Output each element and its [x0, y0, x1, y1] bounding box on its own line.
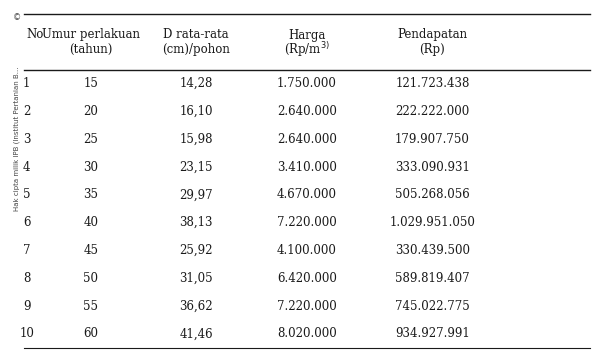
- Text: 25: 25: [84, 133, 98, 146]
- Text: 55: 55: [83, 300, 98, 313]
- Text: 333.090.931: 333.090.931: [395, 161, 470, 174]
- Text: 10: 10: [19, 328, 34, 340]
- Text: 38,13: 38,13: [179, 216, 213, 229]
- Text: 23,15: 23,15: [179, 161, 213, 174]
- Text: Harga: Harga: [288, 29, 326, 43]
- Text: 36,62: 36,62: [179, 300, 213, 313]
- Text: 2.640.000: 2.640.000: [277, 133, 337, 146]
- Text: 29,97: 29,97: [179, 188, 213, 201]
- Text: 1.750.000: 1.750.000: [277, 77, 337, 90]
- Text: Hak cipta milik IPB (Institut Pertanian B...: Hak cipta milik IPB (Institut Pertanian …: [13, 67, 20, 211]
- Text: 330.439.500: 330.439.500: [395, 244, 470, 257]
- Text: 9: 9: [23, 300, 30, 313]
- Text: D rata-rata
(cm)/pohon: D rata-rata (cm)/pohon: [162, 28, 230, 56]
- Text: 3.410.000: 3.410.000: [277, 161, 337, 174]
- Text: 40: 40: [83, 216, 98, 229]
- Text: 121.723.438: 121.723.438: [396, 77, 470, 90]
- Text: Umur perlakuan
(tahun): Umur perlakuan (tahun): [42, 28, 140, 56]
- Text: 60: 60: [83, 328, 98, 340]
- Text: 5: 5: [23, 188, 30, 201]
- Text: 20: 20: [84, 105, 98, 118]
- Text: 589.819.407: 589.819.407: [395, 272, 470, 285]
- Text: 934.927.991: 934.927.991: [395, 328, 470, 340]
- Text: Pendapatan
(Rp): Pendapatan (Rp): [397, 28, 468, 56]
- Text: 8: 8: [23, 272, 30, 285]
- Text: 35: 35: [83, 188, 98, 201]
- Text: 6.420.000: 6.420.000: [277, 272, 337, 285]
- Text: No: No: [26, 28, 44, 41]
- Text: 505.268.056: 505.268.056: [395, 188, 470, 201]
- Text: 4.100.000: 4.100.000: [277, 244, 337, 257]
- Text: 15: 15: [84, 77, 98, 90]
- Text: 2.640.000: 2.640.000: [277, 105, 337, 118]
- Text: 41,46: 41,46: [179, 328, 213, 340]
- Text: 45: 45: [83, 244, 98, 257]
- Text: 2: 2: [23, 105, 30, 118]
- Text: 15,98: 15,98: [179, 133, 213, 146]
- Text: 222.222.000: 222.222.000: [396, 105, 470, 118]
- Text: ©: ©: [13, 13, 21, 23]
- Text: 745.022.775: 745.022.775: [395, 300, 470, 313]
- Text: 25,92: 25,92: [179, 244, 213, 257]
- Text: 4: 4: [23, 161, 30, 174]
- Text: 1.029.951.050: 1.029.951.050: [389, 216, 476, 229]
- Text: 6: 6: [23, 216, 30, 229]
- Text: 7.220.000: 7.220.000: [277, 216, 337, 229]
- Text: 4.670.000: 4.670.000: [277, 188, 337, 201]
- Text: 30: 30: [83, 161, 98, 174]
- Text: 16,10: 16,10: [179, 105, 213, 118]
- Text: 3: 3: [23, 133, 30, 146]
- Text: 7: 7: [23, 244, 30, 257]
- Text: 50: 50: [83, 272, 98, 285]
- Text: 31,05: 31,05: [179, 272, 213, 285]
- Text: 8.020.000: 8.020.000: [277, 328, 337, 340]
- Text: (Rp/m$^{3)}$: (Rp/m$^{3)}$: [284, 40, 330, 59]
- Text: 14,28: 14,28: [179, 77, 213, 90]
- Text: 1: 1: [23, 77, 30, 90]
- Text: 179.907.750: 179.907.750: [395, 133, 470, 146]
- Text: 7.220.000: 7.220.000: [277, 300, 337, 313]
